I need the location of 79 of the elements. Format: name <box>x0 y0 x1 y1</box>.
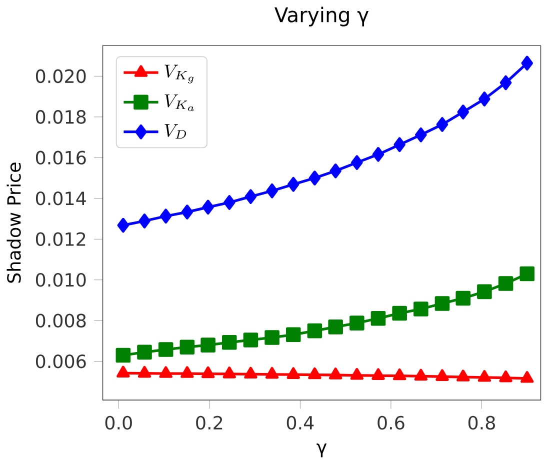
point <box>138 214 150 228</box>
point <box>499 370 512 382</box>
point <box>181 204 194 220</box>
point <box>414 368 428 381</box>
point <box>117 218 130 233</box>
point <box>308 170 321 186</box>
point <box>351 155 363 170</box>
point <box>160 208 172 224</box>
point <box>202 200 214 215</box>
x-axis-title: γ <box>316 444 327 458</box>
point <box>200 338 216 352</box>
point <box>308 367 322 380</box>
point <box>243 332 258 348</box>
x-tick-label: 0.8 <box>468 416 495 430</box>
point <box>328 368 342 380</box>
point <box>244 189 257 204</box>
point <box>350 368 364 380</box>
point <box>457 104 469 120</box>
y-tick-label: 0.014 <box>36 191 86 206</box>
point <box>498 276 514 291</box>
point <box>266 183 278 198</box>
point <box>372 368 385 380</box>
point <box>286 367 300 379</box>
point <box>415 127 427 142</box>
point <box>394 137 406 152</box>
point <box>222 334 237 350</box>
point <box>264 330 280 345</box>
point <box>138 366 152 378</box>
point <box>223 195 236 210</box>
point <box>287 176 300 192</box>
point <box>180 340 195 354</box>
y-tick-label: 0.020 <box>36 69 86 84</box>
x-tick-label: 0.6 <box>378 416 404 430</box>
chart-title: Varying γ <box>274 6 369 26</box>
point <box>370 310 386 326</box>
point <box>392 306 407 321</box>
point <box>265 366 279 379</box>
point <box>434 296 450 311</box>
point <box>520 266 534 282</box>
point <box>500 75 512 90</box>
x-tick-label: 0.2 <box>196 416 222 430</box>
y-tick-label: 0.018 <box>36 110 86 124</box>
point <box>477 284 492 300</box>
point <box>456 290 471 306</box>
y-tick-label: 0.010 <box>36 272 86 287</box>
y-axis-title: Shadow Price <box>6 162 21 283</box>
point <box>350 316 364 330</box>
point <box>180 366 194 378</box>
point <box>520 371 534 383</box>
point <box>456 370 470 382</box>
point <box>116 348 131 363</box>
point <box>478 92 490 106</box>
point <box>392 368 406 380</box>
legend-label: $V_{K_g}$ <box>164 64 194 84</box>
point <box>222 366 236 378</box>
y-tick-label: 0.016 <box>36 150 86 165</box>
point <box>372 146 384 162</box>
point <box>201 366 215 378</box>
y-tick-label: 0.012 <box>36 232 86 246</box>
point <box>436 117 448 132</box>
point <box>436 369 449 381</box>
point <box>478 370 492 382</box>
point <box>521 56 533 71</box>
y-tick-label: 0.008 <box>36 314 86 328</box>
point <box>414 302 428 316</box>
legend-label: $V_D$ <box>164 124 186 139</box>
point <box>137 344 152 360</box>
point <box>244 366 258 379</box>
point <box>286 327 301 342</box>
point <box>116 366 130 378</box>
point <box>330 163 342 178</box>
point <box>159 366 172 378</box>
legend-label: $V_{K_a}$ <box>164 94 194 112</box>
x-tick-label: 0.0 <box>105 416 132 430</box>
point <box>328 319 343 334</box>
point <box>307 323 322 338</box>
x-tick-label: 0.4 <box>286 416 314 430</box>
point <box>158 342 174 357</box>
y-tick-label: 0.006 <box>36 354 86 368</box>
